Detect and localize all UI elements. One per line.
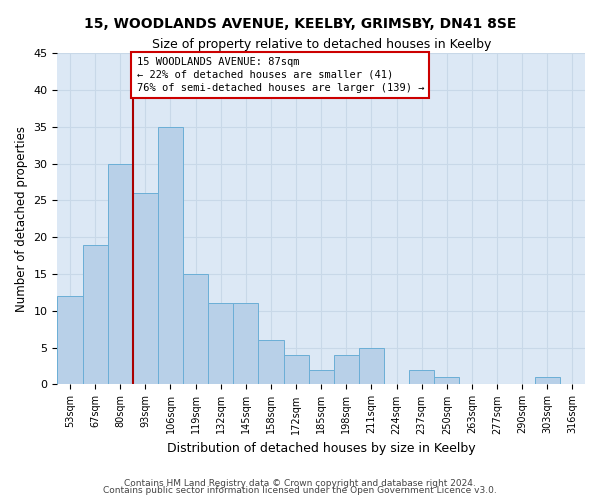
Bar — [107, 164, 133, 384]
Bar — [259, 340, 284, 384]
Bar — [409, 370, 434, 384]
Bar — [308, 370, 334, 384]
Bar — [334, 355, 359, 384]
X-axis label: Distribution of detached houses by size in Keelby: Distribution of detached houses by size … — [167, 442, 476, 455]
Text: Contains HM Land Registry data © Crown copyright and database right 2024.: Contains HM Land Registry data © Crown c… — [124, 478, 476, 488]
Bar — [284, 355, 308, 384]
Bar — [183, 274, 208, 384]
Text: Contains public sector information licensed under the Open Government Licence v3: Contains public sector information licen… — [103, 486, 497, 495]
Text: 15, WOODLANDS AVENUE, KEELBY, GRIMSBY, DN41 8SE: 15, WOODLANDS AVENUE, KEELBY, GRIMSBY, D… — [84, 18, 516, 32]
Bar — [359, 348, 384, 385]
Bar — [535, 377, 560, 384]
Title: Size of property relative to detached houses in Keelby: Size of property relative to detached ho… — [152, 38, 491, 51]
Bar — [158, 126, 183, 384]
Y-axis label: Number of detached properties: Number of detached properties — [15, 126, 28, 312]
Bar — [58, 296, 83, 384]
Bar — [208, 304, 233, 384]
Bar — [434, 377, 460, 384]
Bar — [83, 244, 107, 384]
Bar — [233, 304, 259, 384]
Bar — [133, 193, 158, 384]
Text: 15 WOODLANDS AVENUE: 87sqm
← 22% of detached houses are smaller (41)
76% of semi: 15 WOODLANDS AVENUE: 87sqm ← 22% of deta… — [137, 56, 424, 93]
